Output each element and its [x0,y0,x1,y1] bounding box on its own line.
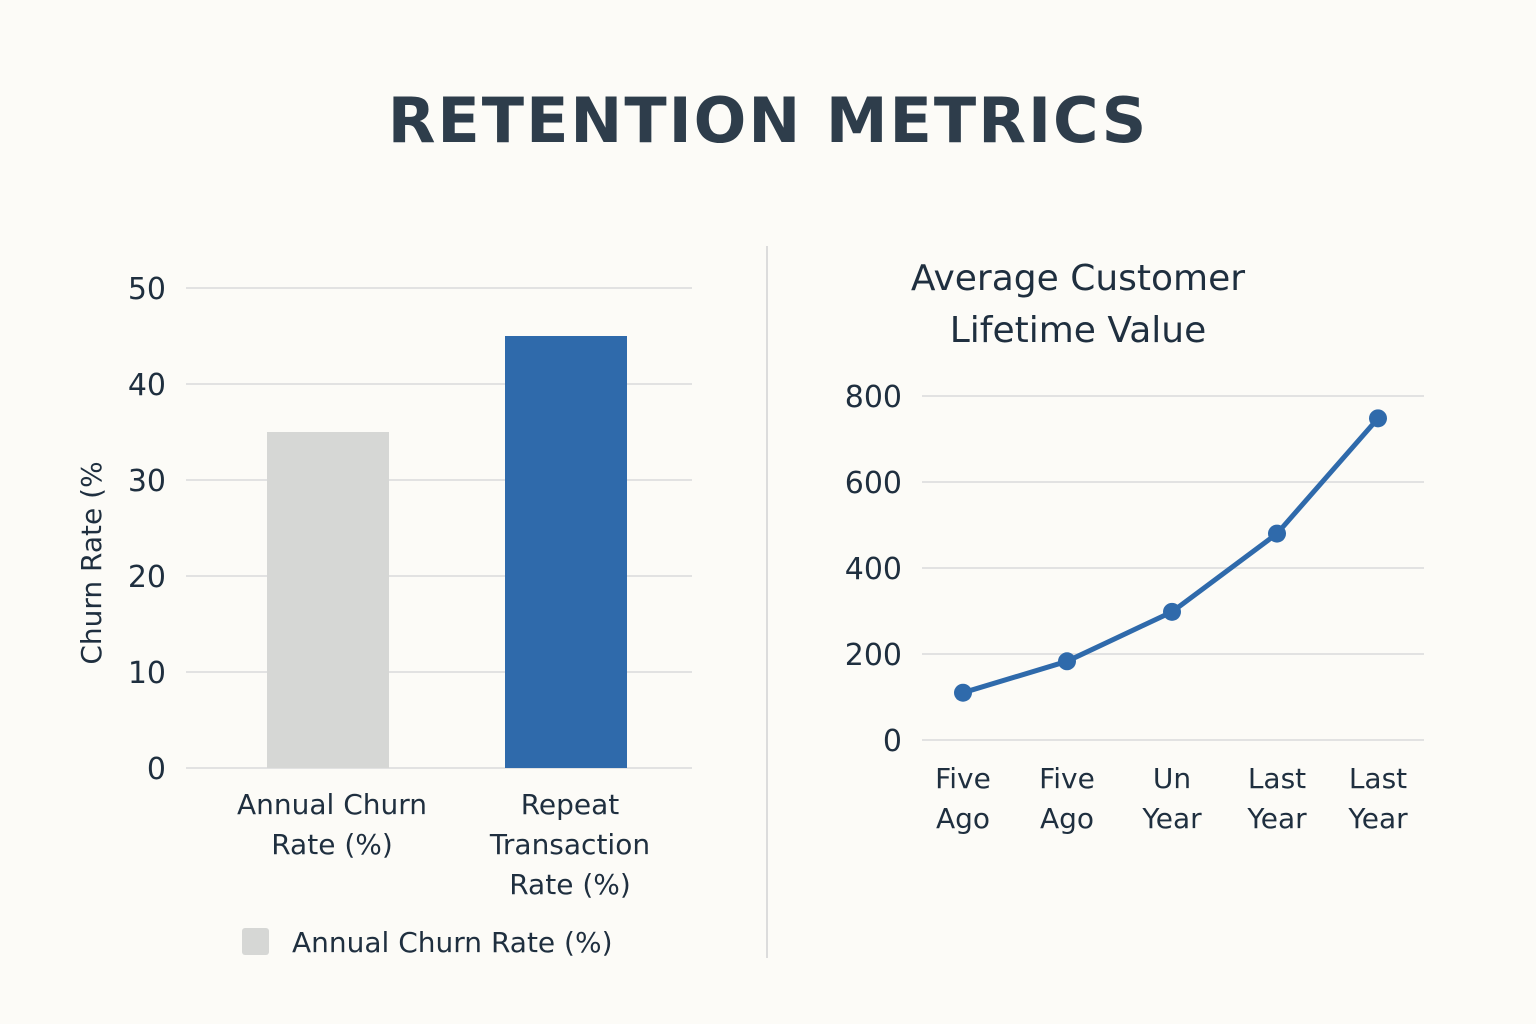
line-point-2 [1058,652,1076,671]
line-point-4 [1268,524,1286,543]
line-y-tick-label: 800 [845,380,902,415]
line-x-tick-label: Year [1246,802,1307,835]
bar-2 [505,336,627,768]
line-x-tick-label: Five [1039,762,1095,795]
bar-category-label: Repeat [521,788,620,821]
bar-category-label: Rate (%) [271,828,393,861]
line-x-tick-label: Un [1153,762,1191,795]
bar-y-tick-label: 40 [128,368,166,403]
bar-1 [267,432,389,768]
line-y-tick-label: 200 [845,638,902,673]
line-x-tick-label: Last [1349,762,1407,795]
bar-y-tick-label: 30 [128,464,166,499]
bar-y-axis-label: Churn Rate (% [75,461,108,664]
line-point-1 [954,683,972,702]
line-chart-title: Average Customer [911,258,1245,299]
line-x-tick-label: Five [935,762,991,795]
bar-category-label: Rate (%) [509,868,631,901]
line-series-path [960,415,1381,696]
legend-swatch [242,928,269,955]
line-x-tick-label: Ago [936,802,990,835]
line-chart-title: Lifetime Value [950,310,1207,351]
bar-category-label: Annual Churn [237,788,427,821]
bar-category-label: Transaction [489,828,650,861]
line-y-tick-label: 400 [845,552,902,587]
line-x-tick-label: Year [1347,802,1408,835]
line-x-tick-label: Last [1248,762,1306,795]
churn-bar-chart: 0 10 20 30 40 50 Churn Rate (% Annual Churn Rate… [75,272,692,959]
page-title: RETENTION METRICS [387,84,1149,157]
legend-label: Annual Churn Rate (%) [292,926,613,959]
line-point-5 [1369,409,1387,428]
bar-y-tick-label: 50 [128,272,166,307]
line-x-tick-label: Year [1141,802,1202,835]
line-point-3 [1163,602,1181,621]
line-y-tick-label: 0 [883,724,902,759]
line-x-tick-label: Ago [1040,802,1094,835]
bar-y-tick-label: 10 [128,656,166,691]
bar-y-tick-label: 0 [147,752,166,787]
line-y-tick-label: 600 [845,466,902,501]
lifetime-value-line-chart: Average Customer Lifetime Value 0 200 400 600… [845,258,1424,835]
bar-y-tick-label: 20 [128,560,166,595]
